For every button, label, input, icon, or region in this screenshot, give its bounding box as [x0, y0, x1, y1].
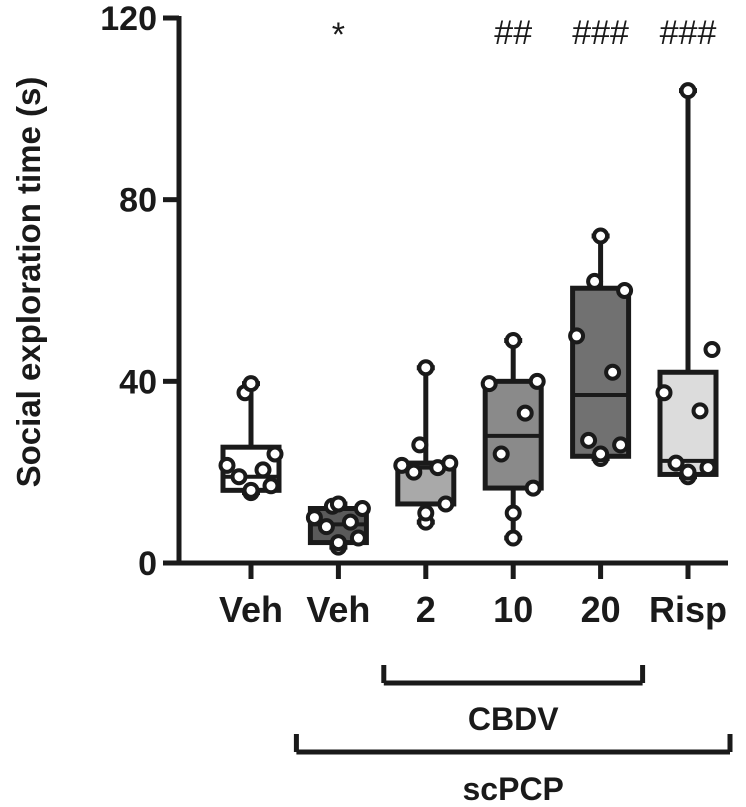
- data-point: [592, 227, 610, 245]
- data-point: [242, 375, 260, 393]
- data-point: [349, 529, 367, 547]
- data-point: [341, 513, 359, 531]
- data-point: [411, 436, 429, 454]
- data-point: [679, 463, 697, 481]
- data-point: [612, 436, 630, 454]
- data-point: [305, 509, 323, 527]
- data-point: [266, 445, 284, 463]
- data-point: [604, 363, 622, 381]
- data-point: [524, 479, 542, 497]
- significance-marker: ##: [494, 14, 532, 52]
- data-point: [504, 504, 522, 522]
- y-tick-label: 80: [119, 182, 157, 220]
- data-point: [580, 431, 598, 449]
- data-point: [504, 331, 522, 349]
- data-point: [691, 402, 709, 420]
- data-point: [417, 504, 435, 522]
- y-tick-label: 0: [138, 545, 157, 583]
- data-point: [353, 500, 371, 517]
- x-category-label: 10: [493, 589, 533, 630]
- data-point: [441, 454, 459, 472]
- group-label: scPCP: [463, 771, 564, 807]
- y-tick-label: 40: [119, 363, 157, 401]
- significance-marker: *: [332, 16, 345, 54]
- x-category-label: Veh: [306, 589, 370, 630]
- plot-area: 0 40 80 120 Veh Veh * 2 10 ## 20 ### Risp ### CBDV scPC…: [100, 0, 733, 807]
- data-point: [516, 404, 534, 422]
- data-point: [592, 445, 610, 463]
- y-tick-label: 120: [100, 0, 157, 38]
- data-point: [317, 518, 335, 536]
- data-point: [480, 375, 498, 393]
- data-point: [699, 459, 717, 477]
- data-point: [405, 463, 423, 481]
- x-category-label: Risp: [649, 589, 727, 630]
- data-point: [230, 468, 248, 486]
- data-point: [254, 461, 272, 479]
- data-point: [586, 272, 604, 290]
- data-point: [329, 495, 347, 513]
- data-point: [616, 282, 634, 299]
- significance-marker: ###: [660, 14, 717, 52]
- data-point: [667, 454, 685, 472]
- data-point: [528, 372, 546, 390]
- data-point: [504, 529, 522, 547]
- data-point: [492, 445, 510, 463]
- data-point: [655, 384, 673, 402]
- group-label: CBDV: [468, 701, 559, 737]
- x-category-label: Veh: [219, 589, 283, 630]
- x-category-label: 20: [581, 589, 621, 630]
- x-category-label: 2: [416, 589, 436, 630]
- data-point: [703, 341, 721, 359]
- data-point: [218, 456, 236, 474]
- data-point: [679, 82, 697, 100]
- data-point: [417, 359, 435, 377]
- y-axis-label: Social exploration time (s): [10, 77, 47, 488]
- data-point: [568, 327, 586, 345]
- significance-marker: ###: [572, 14, 629, 52]
- box-iqr: [570, 285, 632, 459]
- data-point: [437, 495, 455, 513]
- data-point: [262, 477, 280, 495]
- data-point: [242, 481, 260, 499]
- data-point: [393, 456, 411, 474]
- data-point: [329, 534, 347, 552]
